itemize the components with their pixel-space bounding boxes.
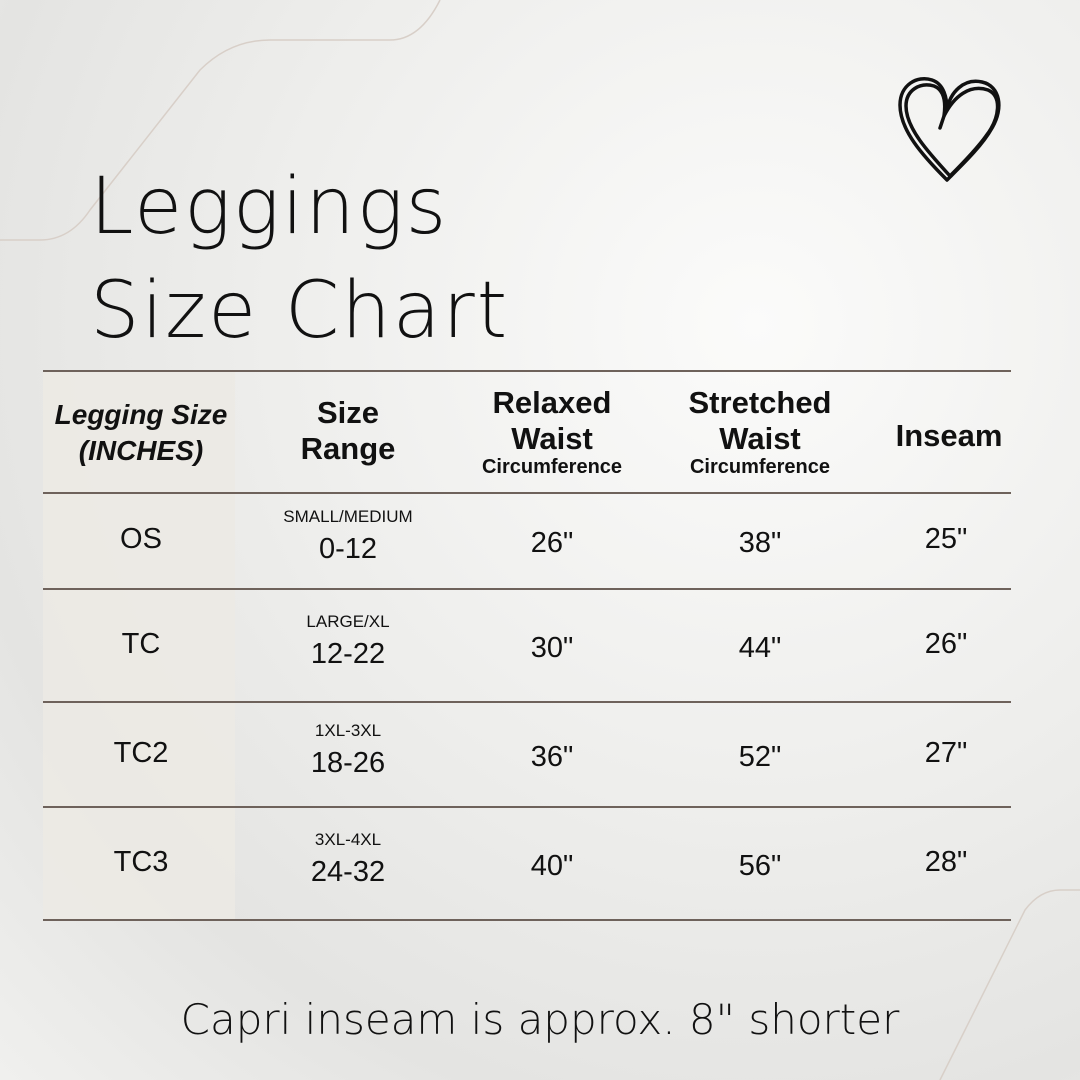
table-cell-inseam: 27": [925, 737, 968, 770]
table-cell-stretched: 44": [739, 632, 782, 665]
title-line-1: Leggings: [90, 162, 449, 252]
table-cell-relaxed: 26": [531, 527, 574, 560]
table-cell-range: 3XL-4XL 24-32: [311, 830, 385, 889]
table-cell-inseam: 26": [925, 628, 968, 661]
header-text: Legging Size: [54, 399, 228, 430]
size-code: TC2: [113, 736, 169, 769]
table-cell-size: TC2: [114, 737, 169, 770]
size-range: 12-22: [310, 637, 386, 670]
header-subtext: Circumference: [689, 456, 831, 478]
size-range: 18-26: [310, 746, 386, 779]
heart-icon: [898, 77, 1001, 182]
stretched-waist: 38": [738, 527, 782, 559]
header-text: (INCHES): [78, 435, 204, 466]
table-cell-size: TC3: [114, 846, 169, 879]
size-range: 24-32: [310, 855, 386, 888]
table-cell-relaxed: 40": [531, 850, 574, 883]
table-cell-range: 1XL-3XL 18-26: [311, 721, 385, 780]
table-bottom-border: [43, 919, 1011, 921]
row-divider: [43, 701, 1011, 703]
size-code: TC: [121, 627, 161, 660]
header-text: Range: [300, 431, 396, 466]
table-cell-range: LARGE/XL 12-22: [306, 612, 389, 671]
table-cell-range: SMALL/MEDIUM 0-12: [283, 507, 412, 566]
table-cell-stretched: 38": [739, 527, 782, 560]
relaxed-waist: 30": [530, 631, 574, 664]
header-relaxed-waist: Relaxed Waist Circumference: [482, 385, 622, 477]
size-label: 1XL-3XL: [314, 720, 382, 740]
header-text: Relaxed: [492, 385, 612, 420]
page-title: Leggings Size Chart: [90, 155, 509, 363]
size-range: 0-12: [318, 533, 378, 565]
inseam: 25": [924, 523, 968, 555]
size-column-background: [43, 372, 235, 920]
size-label: LARGE/XL: [306, 611, 390, 631]
stretched-waist: 44": [738, 631, 782, 664]
header-inseam: Inseam: [895, 418, 1003, 453]
table-top-border: [43, 370, 1011, 372]
table-cell-size: TC: [122, 628, 161, 661]
header-stretched-waist: Stretched Waist Circumference: [689, 385, 832, 477]
header-subtext: Circumference: [481, 456, 623, 478]
relaxed-waist: 40": [530, 849, 574, 882]
relaxed-waist: 26": [530, 527, 574, 559]
header-text: Size: [316, 395, 380, 430]
row-divider: [43, 588, 1011, 590]
stretched-waist: 52": [738, 740, 782, 773]
size-label: 3XL-4XL: [314, 829, 382, 849]
inseam: 28": [924, 845, 968, 878]
size-label: SMALL/MEDIUM: [283, 507, 413, 526]
table-cell-relaxed: 36": [531, 741, 574, 774]
table-cell-inseam: 25": [925, 523, 968, 556]
inseam: 26": [924, 627, 968, 660]
size-code: TC3: [113, 845, 169, 878]
relaxed-waist: 36": [530, 740, 574, 773]
capri-note: Capri inseam is approx. 8" shorter: [180, 995, 900, 1044]
header-legging-size: Legging Size (INCHES): [55, 397, 228, 469]
header-text: Waist: [511, 421, 593, 456]
decorative-frame-bottom: [939, 889, 1080, 1080]
header-text: Stretched: [688, 385, 832, 420]
stretched-waist: 56": [738, 849, 782, 882]
header-size-range: Size Range: [301, 395, 396, 467]
table-cell-inseam: 28": [925, 846, 968, 879]
table-cell-relaxed: 30": [531, 632, 574, 665]
title-line-2: Size Chart: [90, 266, 510, 356]
size-code: OS: [120, 523, 162, 555]
row-divider: [43, 806, 1011, 808]
header-divider: [43, 492, 1011, 494]
table-cell-stretched: 52": [739, 741, 782, 774]
table-cell-stretched: 56": [739, 850, 782, 883]
header-text: Waist: [719, 421, 801, 456]
inseam: 27": [924, 736, 968, 769]
decorative-frame-top: [0, 0, 441, 241]
table-cell-size: OS: [120, 523, 162, 556]
